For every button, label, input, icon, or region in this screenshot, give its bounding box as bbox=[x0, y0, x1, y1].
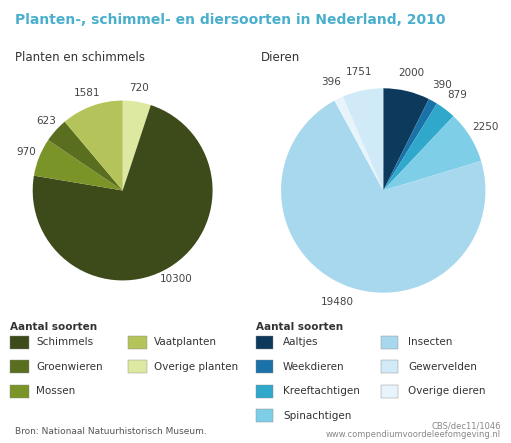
Wedge shape bbox=[383, 88, 429, 190]
Text: 396: 396 bbox=[321, 77, 341, 87]
Bar bbox=[10, 361, 29, 373]
Bar bbox=[10, 336, 29, 349]
Text: Planten en schimmels: Planten en schimmels bbox=[15, 51, 145, 64]
Text: CBS/dec11/1046: CBS/dec11/1046 bbox=[431, 422, 501, 431]
Text: Kreeftachtigen: Kreeftachtigen bbox=[283, 386, 360, 396]
Wedge shape bbox=[123, 101, 151, 190]
Text: 2250: 2250 bbox=[473, 122, 499, 132]
Text: 19480: 19480 bbox=[321, 297, 354, 307]
Text: Aantal soorten: Aantal soorten bbox=[256, 322, 342, 332]
Text: 10300: 10300 bbox=[160, 274, 193, 284]
Wedge shape bbox=[343, 88, 383, 190]
Text: 1581: 1581 bbox=[74, 88, 101, 98]
Text: Planten-, schimmel- en diersoorten in Nederland, 2010: Planten-, schimmel- en diersoorten in Ne… bbox=[15, 13, 446, 27]
Wedge shape bbox=[383, 99, 437, 190]
Text: 879: 879 bbox=[447, 90, 467, 100]
Bar bbox=[381, 385, 398, 398]
Text: Weekdieren: Weekdieren bbox=[283, 362, 344, 372]
Text: Bron: Nationaal Natuurhistorisch Museum.: Bron: Nationaal Natuurhistorisch Museum. bbox=[15, 427, 207, 436]
Wedge shape bbox=[48, 122, 123, 190]
Text: Schimmels: Schimmels bbox=[36, 338, 93, 347]
Text: 970: 970 bbox=[17, 147, 36, 157]
Bar bbox=[256, 409, 273, 422]
Wedge shape bbox=[34, 140, 123, 190]
Text: Spinachtigen: Spinachtigen bbox=[283, 411, 352, 421]
Bar bbox=[256, 361, 273, 373]
Wedge shape bbox=[335, 97, 383, 190]
Text: www.compendiumvoordeleefomgeving.nl: www.compendiumvoordeleefomgeving.nl bbox=[326, 430, 501, 439]
Text: 390: 390 bbox=[432, 80, 452, 90]
Text: Aantal soorten: Aantal soorten bbox=[10, 322, 97, 332]
Text: Gewervelden: Gewervelden bbox=[408, 362, 477, 372]
Bar bbox=[381, 336, 398, 349]
Text: 623: 623 bbox=[36, 116, 56, 126]
Bar bbox=[10, 385, 29, 398]
Bar bbox=[256, 336, 273, 349]
Text: Vaatplanten: Vaatplanten bbox=[154, 338, 217, 347]
Bar bbox=[256, 385, 273, 398]
Text: Overige dieren: Overige dieren bbox=[408, 386, 486, 396]
Text: Dieren: Dieren bbox=[261, 51, 300, 64]
Text: 1751: 1751 bbox=[346, 67, 372, 78]
Text: 2000: 2000 bbox=[398, 68, 424, 78]
Wedge shape bbox=[281, 101, 485, 293]
Bar bbox=[128, 336, 147, 349]
Text: Overige planten: Overige planten bbox=[154, 362, 238, 372]
Wedge shape bbox=[65, 101, 123, 190]
Bar bbox=[128, 361, 147, 373]
Wedge shape bbox=[383, 116, 481, 190]
Text: Aaltjes: Aaltjes bbox=[283, 338, 318, 347]
Wedge shape bbox=[33, 105, 213, 280]
Text: Mossen: Mossen bbox=[36, 386, 75, 396]
Text: Groenwieren: Groenwieren bbox=[36, 362, 103, 372]
Bar bbox=[381, 361, 398, 373]
Text: Insecten: Insecten bbox=[408, 338, 453, 347]
Wedge shape bbox=[383, 104, 453, 190]
Text: 720: 720 bbox=[129, 83, 149, 93]
